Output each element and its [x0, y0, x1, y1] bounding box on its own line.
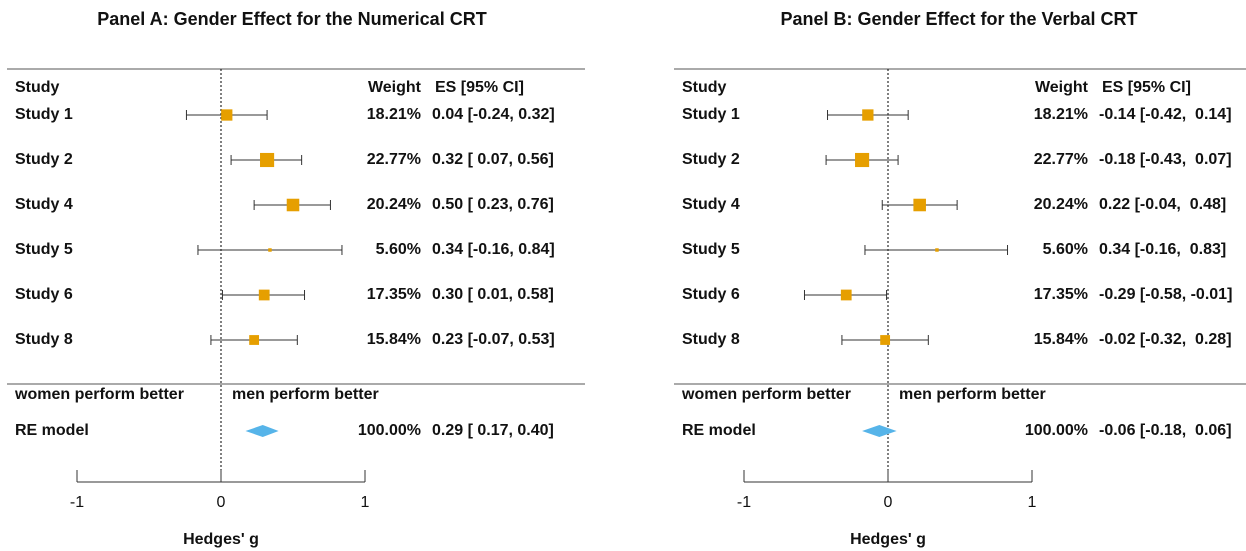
es-label: -0.02 [-0.32, 0.28]	[1099, 331, 1232, 348]
es-label: -0.14 [-0.42, 0.14]	[1099, 106, 1232, 123]
weight-label: 15.84%	[1034, 331, 1088, 348]
summary-es: 0.29 [ 0.17, 0.40]	[432, 422, 554, 439]
column-header: ES [95% CI]	[435, 79, 524, 96]
study-label: Study 8	[15, 331, 73, 348]
effect-square	[855, 152, 870, 168]
study-label: Study 5	[682, 241, 740, 258]
x-tick-label: 0	[217, 494, 226, 511]
study-label: Study 6	[682, 286, 740, 303]
es-label: -0.29 [-0.58, -0.01]	[1099, 286, 1232, 303]
study-label: Study 4	[682, 196, 740, 213]
weight-label: 15.84%	[367, 331, 421, 348]
weight-label: 22.77%	[367, 151, 421, 168]
weight-label: 20.24%	[367, 196, 421, 213]
summary-diamond	[245, 425, 279, 437]
weight-label: 17.35%	[1034, 286, 1088, 303]
column-header: ES [95% CI]	[1102, 79, 1191, 96]
study-label: Study 8	[682, 331, 740, 348]
effect-square	[258, 289, 270, 301]
x-tick-label: 1	[1028, 494, 1037, 511]
weight-label: 22.77%	[1034, 151, 1088, 168]
x-axis-label: Hedges' g	[183, 531, 259, 548]
effect-square	[249, 335, 260, 345]
effect-square	[935, 248, 939, 252]
study-label: Study 1	[682, 106, 740, 123]
summary-es: -0.06 [-0.18, 0.06]	[1099, 422, 1232, 439]
column-header: Weight	[368, 79, 422, 96]
es-label: -0.18 [-0.43, 0.07]	[1099, 151, 1232, 168]
weight-label: 5.60%	[376, 241, 421, 258]
summary-label: RE model	[15, 422, 89, 439]
annotation: men perform better	[232, 386, 379, 403]
x-tick-label: -1	[737, 494, 751, 511]
effect-square	[880, 335, 891, 345]
effect-square	[268, 248, 272, 252]
effect-square	[221, 109, 233, 121]
study-label: Study 6	[15, 286, 73, 303]
weight-label: 18.21%	[367, 106, 421, 123]
weight-label: 5.60%	[1043, 241, 1088, 258]
study-label: Study 2	[682, 151, 740, 168]
effect-square	[286, 198, 300, 212]
summary-weight: 100.00%	[1025, 422, 1088, 439]
effect-square	[260, 152, 275, 168]
study-label: Study 4	[15, 196, 73, 213]
effect-square	[840, 289, 852, 301]
effect-square	[862, 109, 874, 121]
x-tick-label: -1	[70, 494, 84, 511]
summary-weight: 100.00%	[358, 422, 421, 439]
es-label: 0.23 [-0.07, 0.53]	[432, 331, 555, 348]
es-label: 0.22 [-0.04, 0.48]	[1099, 196, 1226, 213]
x-tick-label: 1	[361, 494, 370, 511]
x-axis-label: Hedges' g	[850, 531, 926, 548]
es-label: 0.34 [-0.16, 0.83]	[1099, 241, 1226, 258]
weight-label: 18.21%	[1034, 106, 1088, 123]
annotation: men perform better	[899, 386, 1046, 403]
es-label: 0.04 [-0.24, 0.32]	[432, 106, 555, 123]
annotation: women perform better	[14, 386, 184, 403]
weight-label: 17.35%	[367, 286, 421, 303]
column-header: Study	[15, 79, 60, 96]
es-label: 0.32 [ 0.07, 0.56]	[432, 151, 554, 168]
es-label: 0.50 [ 0.23, 0.76]	[432, 196, 554, 213]
weight-label: 20.24%	[1034, 196, 1088, 213]
panel-title: Panel A: Gender Effect for the Numerical…	[97, 9, 486, 29]
x-tick-label: 0	[884, 494, 893, 511]
study-label: Study 1	[15, 106, 73, 123]
column-header: Study	[682, 79, 727, 96]
summary-label: RE model	[682, 422, 756, 439]
es-label: 0.30 [ 0.01, 0.58]	[432, 286, 554, 303]
summary-diamond	[862, 425, 897, 437]
study-label: Study 2	[15, 151, 73, 168]
panel-title: Panel B: Gender Effect for the Verbal CR…	[780, 9, 1137, 29]
annotation: women perform better	[681, 386, 851, 403]
es-label: 0.34 [-0.16, 0.84]	[432, 241, 555, 258]
study-label: Study 5	[15, 241, 73, 258]
effect-square	[913, 198, 926, 212]
column-header: Weight	[1035, 79, 1089, 96]
